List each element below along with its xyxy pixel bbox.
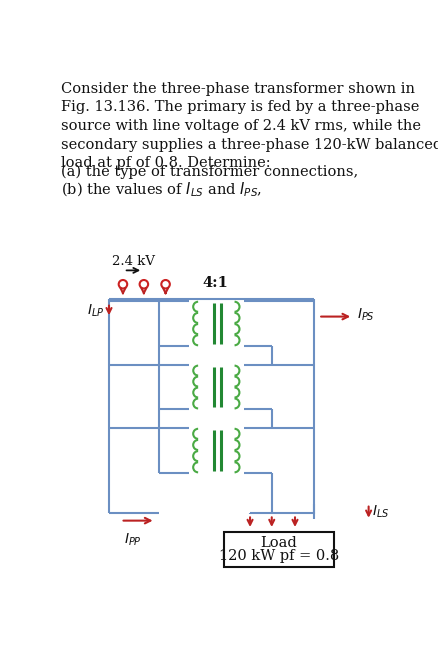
- Text: $I_{PP}$: $I_{PP}$: [124, 532, 142, 548]
- Text: 120 kW pf = 0.8: 120 kW pf = 0.8: [219, 550, 339, 563]
- Text: $I_{PS}$: $I_{PS}$: [357, 307, 375, 323]
- Text: (a) the type of transformer connections,: (a) the type of transformer connections,: [61, 164, 358, 178]
- Text: Load: Load: [260, 536, 297, 550]
- Text: 4:1: 4:1: [202, 276, 228, 289]
- Text: (b) the values of $I_{LS}$ and $I_{PS}$,: (b) the values of $I_{LS}$ and $I_{PS}$,: [61, 180, 262, 199]
- FancyBboxPatch shape: [224, 532, 334, 567]
- Text: $I_{LS}$: $I_{LS}$: [372, 503, 390, 520]
- Text: $I_{LP}$: $I_{LP}$: [87, 302, 104, 319]
- Text: Consider the three-phase transformer shown in
Fig. 13.136. The primary is fed by: Consider the three-phase transformer sho…: [61, 82, 438, 170]
- Text: 2.4 kV: 2.4 kV: [112, 255, 155, 268]
